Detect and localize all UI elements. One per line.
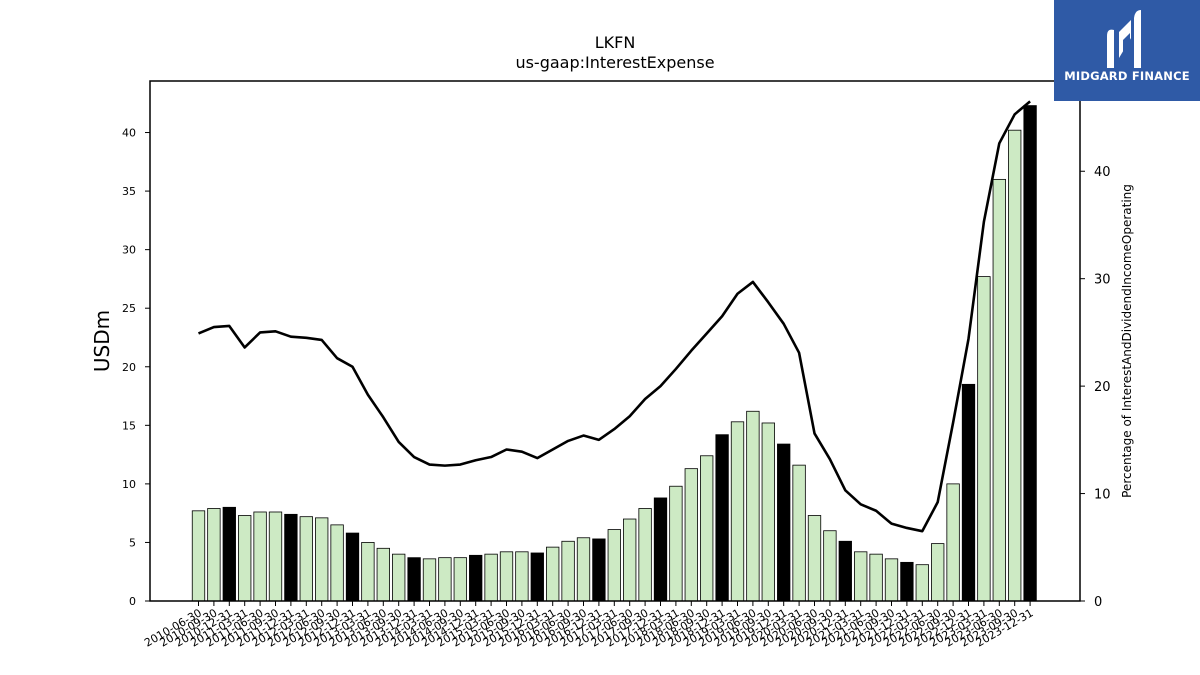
bar — [792, 464, 806, 602]
bar — [284, 513, 298, 602]
brand-name: MIDGARD FINANCE — [1064, 69, 1190, 83]
bar — [977, 276, 991, 602]
bar — [207, 508, 221, 602]
bar — [961, 383, 976, 602]
bar — [638, 508, 652, 602]
y-tick-label: 40 — [122, 127, 136, 140]
y2-tick-label: 10 — [1094, 488, 1111, 503]
y-tick-label: 5 — [129, 536, 136, 549]
bar — [561, 540, 575, 602]
bar — [730, 421, 745, 602]
bar — [191, 510, 206, 602]
bar — [915, 564, 929, 602]
bar — [407, 557, 421, 602]
y2-axis-label: Percentage of InterestAndDividendIncomeO… — [1120, 184, 1134, 498]
bar — [238, 515, 252, 602]
bar — [315, 517, 329, 602]
bar — [499, 551, 514, 602]
bar — [422, 558, 437, 602]
bar — [361, 542, 375, 602]
y-axis-label: USDm — [90, 310, 114, 372]
bar — [684, 468, 698, 602]
y-tick-label: 0 — [129, 595, 136, 608]
bar — [330, 524, 344, 602]
bar — [931, 543, 945, 602]
bar — [268, 511, 283, 602]
y2-tick-label: 20 — [1094, 380, 1111, 395]
bar — [746, 410, 760, 602]
bar — [253, 511, 267, 602]
y-tick-label: 35 — [122, 185, 136, 198]
bar — [946, 483, 960, 602]
bar — [345, 532, 360, 602]
bar — [884, 558, 899, 602]
bar — [576, 537, 591, 602]
bar — [392, 553, 406, 602]
y-tick-label: 20 — [122, 361, 136, 374]
y-tick-label: 30 — [122, 244, 136, 257]
bar — [838, 540, 852, 602]
y-tick-label: 15 — [122, 419, 136, 432]
ratio-line-layer — [197, 100, 1031, 533]
bar — [592, 538, 606, 602]
ratio-line — [197, 100, 1031, 533]
bar — [669, 485, 683, 602]
bar — [653, 497, 668, 602]
bar — [900, 561, 914, 602]
bar — [869, 553, 883, 602]
bar — [607, 529, 621, 602]
y-tick-label: 25 — [122, 302, 136, 315]
bar — [222, 506, 236, 602]
logo-icon — [1107, 10, 1141, 69]
bar — [438, 557, 452, 602]
bar — [1023, 105, 1037, 602]
bar — [807, 515, 822, 602]
bars — [191, 105, 1037, 602]
y2-tick-label: 40 — [1094, 165, 1111, 180]
bar — [854, 551, 868, 602]
bar — [515, 551, 529, 602]
axes: 05101520253035400102030402010-06-302010-… — [122, 80, 1111, 650]
chart-subtitle: us-gaap:InterestExpense — [515, 53, 714, 72]
bar — [777, 443, 791, 602]
bar — [992, 178, 1006, 602]
y2-tick-label: 30 — [1094, 273, 1111, 288]
plot-frame — [149, 80, 1081, 602]
y-tick-label: 10 — [122, 478, 136, 491]
brand-logo: MIDGARD FINANCE — [1054, 0, 1200, 101]
bar — [715, 434, 729, 602]
y2-tick-label: 0 — [1094, 595, 1102, 610]
bar — [453, 557, 467, 602]
bar — [546, 546, 560, 602]
bar — [823, 530, 837, 602]
bar — [469, 554, 483, 602]
chart-title: LKFN — [595, 33, 636, 52]
bar — [761, 422, 775, 602]
bar — [1008, 129, 1022, 602]
bar — [700, 455, 714, 602]
bar — [484, 553, 498, 602]
bar — [623, 518, 637, 602]
bar — [530, 552, 544, 602]
bar — [376, 547, 390, 602]
bar — [299, 516, 313, 602]
